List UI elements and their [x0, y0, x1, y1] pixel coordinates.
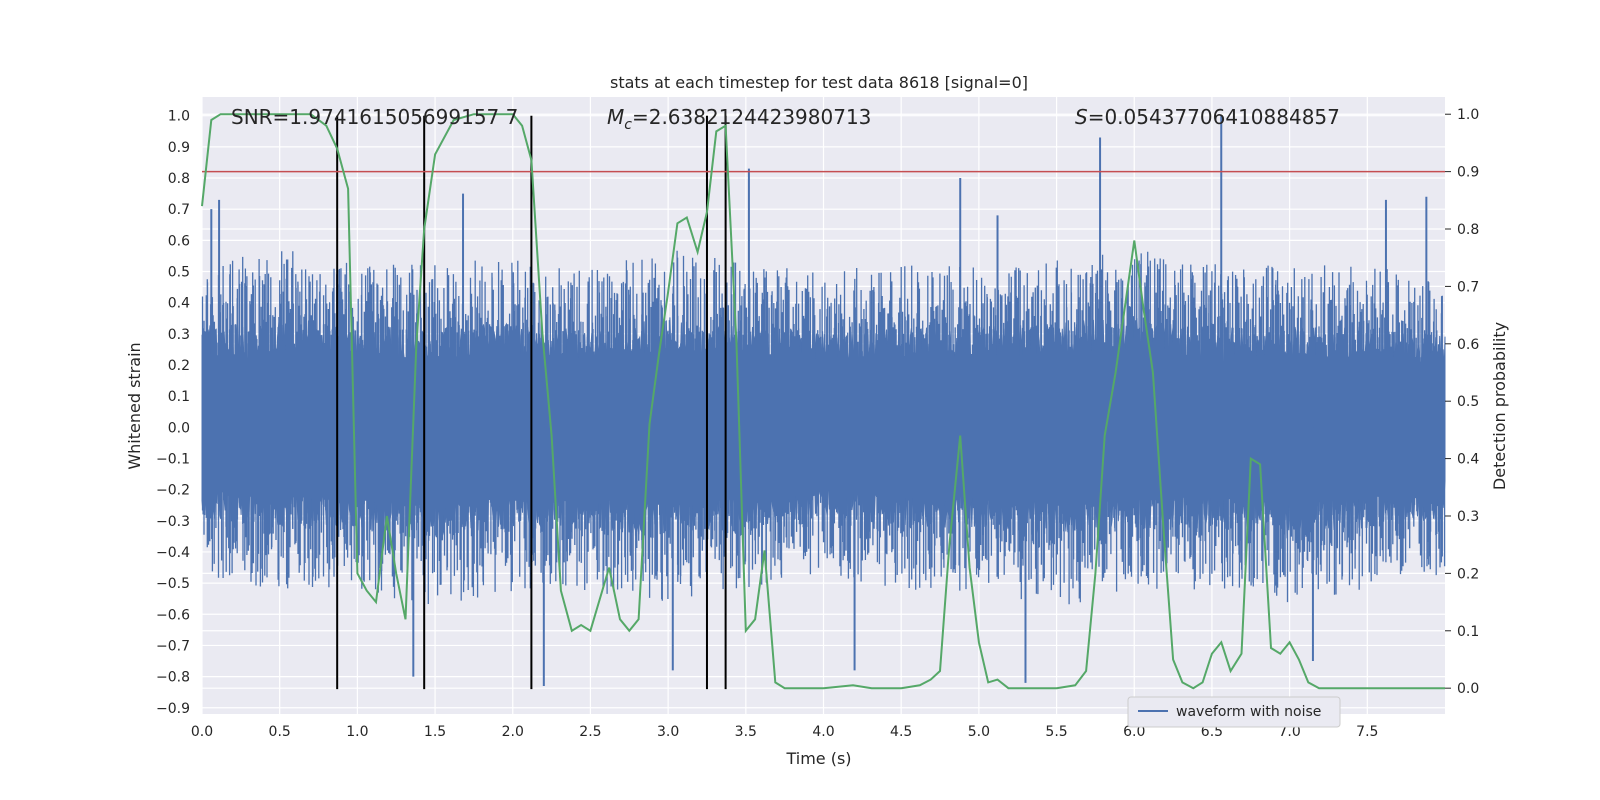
y-left-tick-label: 0.1: [168, 389, 190, 405]
y-left-tick-label: −0.6: [156, 607, 190, 623]
x-tick-label: 2.0: [502, 724, 524, 740]
x-tick-label: 4.0: [812, 724, 834, 740]
y-right-tick-label: 0.9: [1457, 165, 1479, 181]
y-left-tick-label: −0.7: [156, 638, 190, 654]
x-tick-label: 0.5: [269, 724, 291, 740]
y-right-tick-label: 0.3: [1457, 509, 1479, 525]
y-left-tick-label: 0.4: [168, 296, 190, 312]
y-left-tick-label: −0.1: [156, 451, 190, 467]
waveform-series: [201, 115, 1446, 686]
y-left-tick-label: 1.0: [168, 109, 190, 125]
chirp-mass-annotation: Mc=2.6382124423980713: [607, 105, 871, 133]
x-tick-label: 7.5: [1356, 724, 1378, 740]
y-left-tick-label: 0.2: [168, 358, 190, 374]
y-left-axis-label: Whitened strain: [125, 342, 144, 469]
x-tick-label: 3.5: [735, 724, 757, 740]
y-left-tick-label: 0.9: [168, 140, 190, 156]
x-tick-label: 1.5: [424, 724, 446, 740]
x-axis-label: Time (s): [785, 749, 851, 768]
x-tick-label: 6.5: [1201, 724, 1223, 740]
probability-series: [201, 113, 1445, 690]
x-tick-label: 3.0: [657, 724, 679, 740]
y-right-axis-label: Detection probability: [1490, 322, 1509, 490]
x-tick-label: 1.0: [346, 724, 368, 740]
legend-label-waveform: waveform with noise: [1176, 704, 1321, 720]
y-left-tick-label: −0.2: [156, 483, 190, 499]
y-left-tick-label: −0.9: [156, 701, 190, 717]
y-left-tick-label: 0.0: [168, 420, 190, 436]
legend: waveform with noise: [1127, 696, 1341, 728]
y-right-tick-label: 1.0: [1457, 107, 1479, 123]
s-symbol: S: [1075, 105, 1088, 129]
y-left-tick-label: 0.3: [168, 327, 190, 343]
y-right-tick-label: 0.2: [1457, 566, 1479, 582]
x-tick-label: 7.0: [1278, 724, 1300, 740]
y-left-tick-label: 0.6: [168, 233, 190, 249]
y-right-tick-label: 0.8: [1457, 222, 1479, 238]
y-right-tick-label: 0.5: [1457, 394, 1479, 410]
x-tick-label: 5.0: [968, 724, 990, 740]
x-tick-label: 5.5: [1045, 724, 1067, 740]
x-tick-label: 2.5: [579, 724, 601, 740]
x-tick-label: 6.0: [1123, 724, 1145, 740]
detection-probability-line: [201, 113, 1445, 690]
y-left-tick-label: 0.5: [168, 265, 190, 281]
y-right-tick-label: 0.7: [1457, 279, 1479, 295]
y-right-tick-label: 0.4: [1457, 452, 1479, 468]
chirp-mass-symbol: M: [607, 105, 624, 129]
y-left-tick-label: −0.5: [156, 576, 190, 592]
y-right-tick-label: 0.0: [1457, 681, 1479, 697]
y-left-axis-ticks: 1.0 0.9 0.8 0.7 0.6 0.5 0.4 0.3 0.2 0.1 0.0 −0.1 −0.…: [156, 109, 190, 717]
s-annotation: S=0.05437706410884857: [1075, 105, 1340, 129]
y-left-tick-label: −0.8: [156, 670, 190, 686]
y-left-tick-label: −0.3: [156, 514, 190, 530]
y-left-tick-label: 0.7: [168, 202, 190, 218]
x-axis-ticks: 0.0 0.5 1.0 1.5 2.0 2.5 3.0 3.5 4.0 4.5 5.0 5.5 6.0 6…: [191, 724, 1379, 740]
legend-box: [1127, 696, 1341, 728]
y-right-tick-label: 0.6: [1457, 337, 1479, 353]
chart-title: stats at each timestep for test data 861…: [610, 73, 1028, 92]
y-left-tick-label: 0.8: [168, 171, 190, 187]
snr-annotation: SNR=1.974161505699157 7: [231, 105, 518, 129]
x-tick-label: 4.5: [890, 724, 912, 740]
chirp-mass-value: =2.6382124423980713: [632, 105, 871, 129]
y-left-tick-label: −0.4: [156, 545, 190, 561]
s-value: =0.05437706410884857: [1088, 105, 1340, 129]
chirp-mass-subscript: c: [624, 117, 632, 133]
x-tick-label: 0.0: [191, 724, 213, 740]
waveform-noise: [201, 250, 1446, 605]
y-right-tick-label: 0.1: [1457, 624, 1479, 640]
y-right-axis-ticks: 1.0 0.9 0.8 0.7 0.6 0.5 0.4 0.3 0.2 0.1 0.0: [1445, 107, 1479, 697]
